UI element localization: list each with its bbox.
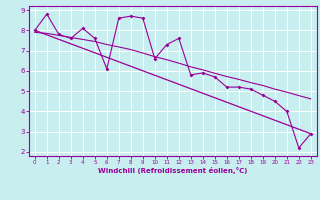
X-axis label: Windchill (Refroidissement éolien,°C): Windchill (Refroidissement éolien,°C) <box>98 167 247 174</box>
